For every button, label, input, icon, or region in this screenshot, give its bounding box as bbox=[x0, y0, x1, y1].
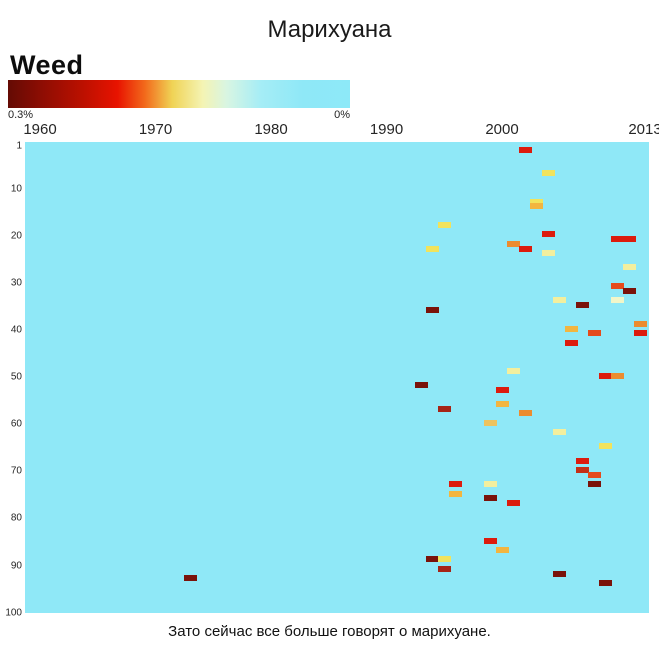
y-tick-label: 50 bbox=[10, 371, 22, 383]
colorbar-scale: 0.3% 0% bbox=[8, 109, 350, 123]
heatmap-cell bbox=[518, 245, 532, 252]
y-tick-label: 10 bbox=[10, 183, 22, 195]
heatmap-cell bbox=[564, 339, 578, 346]
heatmap-cell bbox=[611, 283, 624, 290]
heatmap-cell bbox=[426, 556, 440, 563]
heatmap-cell bbox=[611, 297, 624, 304]
heatmap-cell bbox=[483, 481, 497, 488]
heatmap-cell bbox=[426, 306, 440, 313]
heatmap-cell bbox=[622, 288, 636, 294]
chart-title: Марихуана bbox=[267, 16, 392, 43]
heatmap-cell bbox=[495, 547, 509, 554]
heatmap-cell bbox=[587, 481, 601, 488]
heatmap-cell bbox=[437, 405, 451, 412]
x-tick-label: 2000 bbox=[485, 121, 519, 138]
heatmap-cell bbox=[541, 170, 555, 177]
heatmap-cell bbox=[587, 330, 601, 337]
heatmap-cell bbox=[576, 457, 590, 464]
heatmap-cell bbox=[553, 570, 567, 577]
y-tick-label: 40 bbox=[10, 324, 22, 336]
heatmap-cell bbox=[414, 382, 428, 389]
colorbar-gradient bbox=[8, 80, 350, 108]
y-tick-label: 80 bbox=[10, 512, 22, 524]
heatmap-cell bbox=[507, 499, 521, 506]
heatmap-cell bbox=[587, 471, 601, 478]
heatmap-cell bbox=[622, 264, 636, 271]
y-tick-label: 20 bbox=[10, 230, 22, 242]
heatmap-cell bbox=[530, 198, 544, 205]
y-tick-label: 30 bbox=[10, 277, 22, 289]
y-tick-label: 100 bbox=[5, 607, 22, 619]
heatmap-cell bbox=[437, 222, 451, 229]
heatmap-cell bbox=[518, 146, 532, 153]
x-tick-label: 1960 bbox=[23, 121, 57, 138]
heatmap-cell bbox=[530, 203, 544, 210]
heatmap-cell bbox=[483, 495, 497, 502]
y-tick-label: 70 bbox=[10, 465, 22, 477]
y-axis: 1 10 20 30 40 50 60 70 80 90 100 bbox=[0, 140, 23, 618]
x-axis: 1960 1970 1980 1990 2000 2013 bbox=[23, 121, 659, 139]
heatmap-cell bbox=[611, 236, 636, 243]
x-tick-label: 1980 bbox=[254, 121, 288, 138]
y-tick-label: 1 bbox=[16, 140, 22, 152]
x-tick-label: 1970 bbox=[138, 121, 173, 138]
heatmap-cell bbox=[495, 401, 509, 408]
heatmap-cell bbox=[437, 556, 451, 563]
heatmap-cell bbox=[541, 250, 555, 257]
heatmap-cell bbox=[553, 297, 567, 304]
heatmap-cell bbox=[611, 372, 624, 379]
heatmap-plot bbox=[25, 142, 649, 613]
heatmap-cell bbox=[483, 537, 497, 544]
heatmap-cell bbox=[449, 490, 463, 497]
y-tick-label: 90 bbox=[10, 560, 22, 572]
heatmap-cell bbox=[541, 231, 555, 238]
heatmap-cell bbox=[449, 481, 463, 488]
heatmap-cell bbox=[576, 302, 590, 309]
heatmap-cell bbox=[495, 386, 509, 393]
heatmap-cell bbox=[553, 429, 567, 436]
caption: Зато сейчас все больше говорят о марихуа… bbox=[168, 623, 491, 640]
heatmap-cell bbox=[564, 325, 578, 332]
heatmap-cell bbox=[483, 419, 497, 426]
heatmap-cell bbox=[576, 466, 590, 473]
heatmap-cell bbox=[437, 565, 451, 572]
y-tick-label: 60 bbox=[10, 418, 22, 430]
colorbar-label: Weed bbox=[10, 50, 84, 80]
heatmap-cell bbox=[634, 330, 648, 337]
heatmap-cell bbox=[634, 320, 648, 327]
heatmap-cell bbox=[599, 443, 613, 450]
x-tick-label: 2013 bbox=[628, 121, 659, 138]
heatmap-cell bbox=[426, 245, 440, 252]
heatmap-cell bbox=[507, 368, 521, 375]
colorbar-max-value: 0.3% bbox=[8, 109, 34, 121]
heatmap-cell bbox=[599, 580, 613, 587]
colorbar-min-value: 0% bbox=[334, 109, 350, 121]
heatmap-cell bbox=[507, 240, 521, 247]
heatmap-cell bbox=[518, 410, 532, 417]
x-tick-label: 1990 bbox=[369, 121, 404, 138]
heatmap-cell bbox=[183, 575, 197, 582]
heatmap-cell bbox=[599, 372, 613, 379]
